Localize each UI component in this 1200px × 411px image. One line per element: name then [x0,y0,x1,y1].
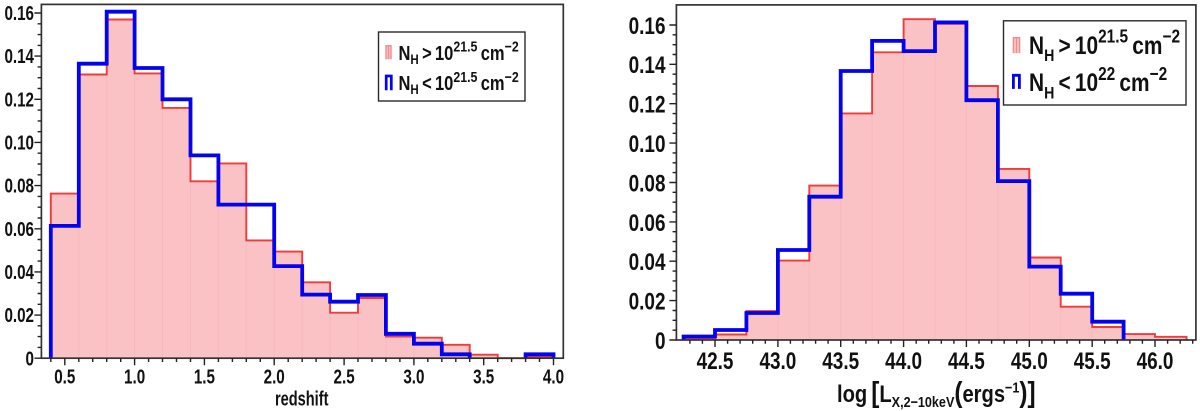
svg-text:0.12: 0.12 [4,88,34,111]
svg-text:0.16: 0.16 [4,2,34,25]
svg-text:0.08: 0.08 [4,175,34,198]
svg-text:NH > 1021.5 cm−2: NH > 1021.5 cm−2 [1029,26,1180,65]
svg-text:0.5: 0.5 [54,365,75,388]
svg-text:0.02: 0.02 [4,304,34,327]
svg-text:0.04: 0.04 [629,248,666,276]
svg-text:0.12: 0.12 [629,90,666,118]
svg-text:redshift: redshift [275,387,329,410]
svg-text:0.10: 0.10 [4,131,34,154]
svg-text:2.5: 2.5 [334,365,355,388]
svg-text:NH > 1021.5 cm−2: NH > 1021.5 cm−2 [399,39,520,68]
svg-text:43.0: 43.0 [759,347,796,375]
svg-text:0.10: 0.10 [629,130,666,158]
svg-text:1.5: 1.5 [194,365,215,388]
svg-text:45.0: 45.0 [1011,347,1048,375]
svg-text:log [LX,2−10keV(ergs−1)]: log [LX,2−10keV(ergs−1)] [837,376,1036,410]
svg-text:0.02: 0.02 [629,287,666,315]
svg-text:0.16: 0.16 [629,12,666,40]
svg-text:NH < 1021.5 cm−2: NH < 1021.5 cm−2 [399,69,520,98]
svg-text:42.5: 42.5 [697,347,734,375]
svg-text:0: 0 [26,347,35,370]
svg-text:3.0: 3.0 [403,365,424,388]
svg-text:0.14: 0.14 [629,51,666,79]
svg-text:45.5: 45.5 [1074,347,1111,375]
svg-text:0.04: 0.04 [4,261,34,284]
svg-text:0.14: 0.14 [4,45,34,68]
svg-text:43.5: 43.5 [822,347,859,375]
svg-text:2.0: 2.0 [264,365,285,388]
svg-text:0.06: 0.06 [629,209,666,237]
svg-text:44.0: 44.0 [885,347,922,375]
svg-text:4.0: 4.0 [543,365,564,388]
svg-text:0: 0 [655,327,666,355]
svg-text:0.06: 0.06 [4,218,34,241]
svg-text:46.0: 46.0 [1137,347,1174,375]
svg-text:0.08: 0.08 [629,169,666,197]
svg-text:3.5: 3.5 [473,365,494,388]
svg-text:1.0: 1.0 [124,365,145,388]
svg-text:NH < 1022 cm−2: NH < 1022 cm−2 [1029,64,1167,103]
svg-text:44.5: 44.5 [948,347,985,375]
